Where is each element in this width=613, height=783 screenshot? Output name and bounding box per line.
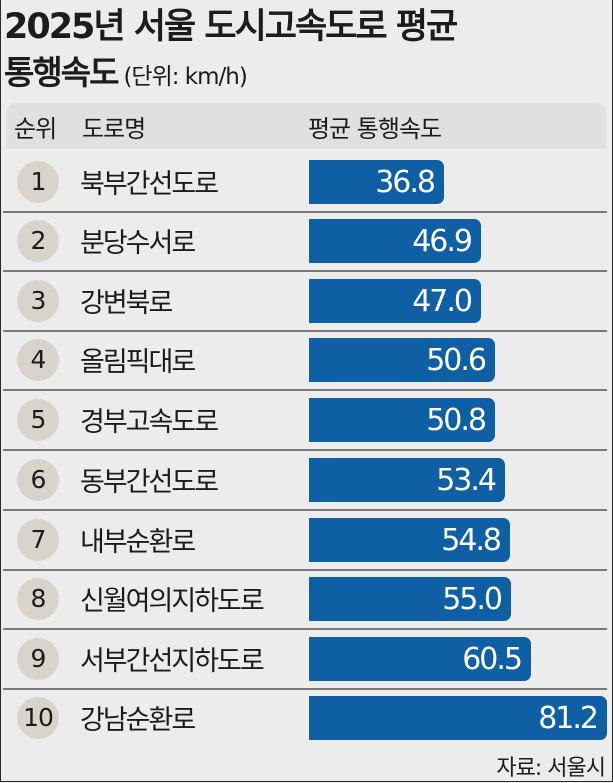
header-rank: 순위 <box>14 115 57 143</box>
road-name: 강남순환로 <box>80 705 196 736</box>
rank-badge: 4 <box>17 339 59 381</box>
chart-title-continued: 통행속도 <box>4 53 119 92</box>
header-avg-speed: 평균 통행속도 <box>308 115 442 143</box>
road-name: 서부간선지하도로 <box>80 646 265 677</box>
table-row: 5 경부고속도로 50.8 <box>0 390 613 450</box>
speed-value: 46.9 <box>412 224 473 259</box>
row-divider <box>3 509 607 511</box>
row-divider <box>3 449 607 451</box>
speed-bar: 54.8 <box>309 518 510 562</box>
row-divider <box>3 688 607 690</box>
rank-badge: 8 <box>17 578 59 620</box>
header-road-name: 도로명 <box>82 115 146 143</box>
speed-value: 50.6 <box>426 343 487 378</box>
speed-bar: 50.6 <box>309 338 495 382</box>
table-row: 7 내부순환로 54.8 <box>0 510 613 570</box>
rank-badge: 2 <box>17 220 59 262</box>
speed-bar: 47.0 <box>309 279 481 323</box>
row-divider <box>3 569 607 571</box>
table-row: 10 강남순환로 81.2 <box>0 688 613 748</box>
table-row: 6 동부간선도로 53.4 <box>0 450 613 510</box>
row-divider <box>3 628 607 630</box>
table-row: 1 북부간선도로 36.8 <box>0 152 613 212</box>
row-divider <box>3 211 607 213</box>
road-name: 경부고속도로 <box>80 407 219 438</box>
source-note: 자료: 서울시 <box>496 756 606 781</box>
table-row: 3 강변북로 47.0 <box>0 271 613 331</box>
rank-badge: 6 <box>17 459 59 501</box>
speed-value: 36.8 <box>375 165 436 200</box>
road-name: 북부간선도로 <box>80 169 219 200</box>
speed-value: 60.5 <box>462 642 523 677</box>
rank-badge: 10 <box>17 697 59 739</box>
speed-bar: 55.0 <box>309 577 511 621</box>
road-name: 강변북로 <box>80 288 173 319</box>
table-row: 4 올림픽대로 50.6 <box>0 330 613 390</box>
road-name: 분당수서로 <box>80 228 196 259</box>
table-row: 8 신월여의지하도로 55.0 <box>0 569 613 629</box>
speed-value: 53.4 <box>436 463 497 498</box>
speed-bar: 46.9 <box>309 219 481 263</box>
unit-label: (단위: km/h) <box>123 64 247 90</box>
speed-bar: 53.4 <box>309 458 505 502</box>
table-row: 2 분당수서로 46.9 <box>0 211 613 271</box>
row-divider <box>3 389 607 391</box>
rank-badge: 5 <box>17 399 59 441</box>
rank-badge: 7 <box>17 519 59 561</box>
speed-bar: 81.2 <box>309 696 607 740</box>
speed-value: 54.8 <box>441 523 502 558</box>
table-header: 순위 도로명 평균 통행속도 <box>6 103 606 149</box>
row-divider <box>3 270 607 272</box>
speed-bar: 60.5 <box>309 637 531 681</box>
speed-value: 50.8 <box>426 403 487 438</box>
chart-title-line2: 통행속도 (단위: km/h) <box>4 46 248 94</box>
speed-value: 47.0 <box>412 284 473 319</box>
road-name: 신월여의지하도로 <box>80 586 265 617</box>
speed-value: 81.2 <box>538 701 599 736</box>
road-name: 동부간선도로 <box>80 467 219 498</box>
speed-bar: 50.8 <box>309 398 495 442</box>
speed-bar: 36.8 <box>309 160 444 204</box>
rank-badge: 9 <box>17 638 59 680</box>
speed-value: 55.0 <box>442 582 503 617</box>
road-name: 내부순환로 <box>80 527 196 558</box>
rank-badge: 1 <box>17 161 59 203</box>
road-name: 올림픽대로 <box>80 347 196 378</box>
chart-title: 2025년 서울 도시고속도로 평균 <box>4 7 458 47</box>
rank-badge: 3 <box>17 280 59 322</box>
table-row: 9 서부간선지하도로 60.5 <box>0 629 613 689</box>
row-divider <box>3 330 607 332</box>
